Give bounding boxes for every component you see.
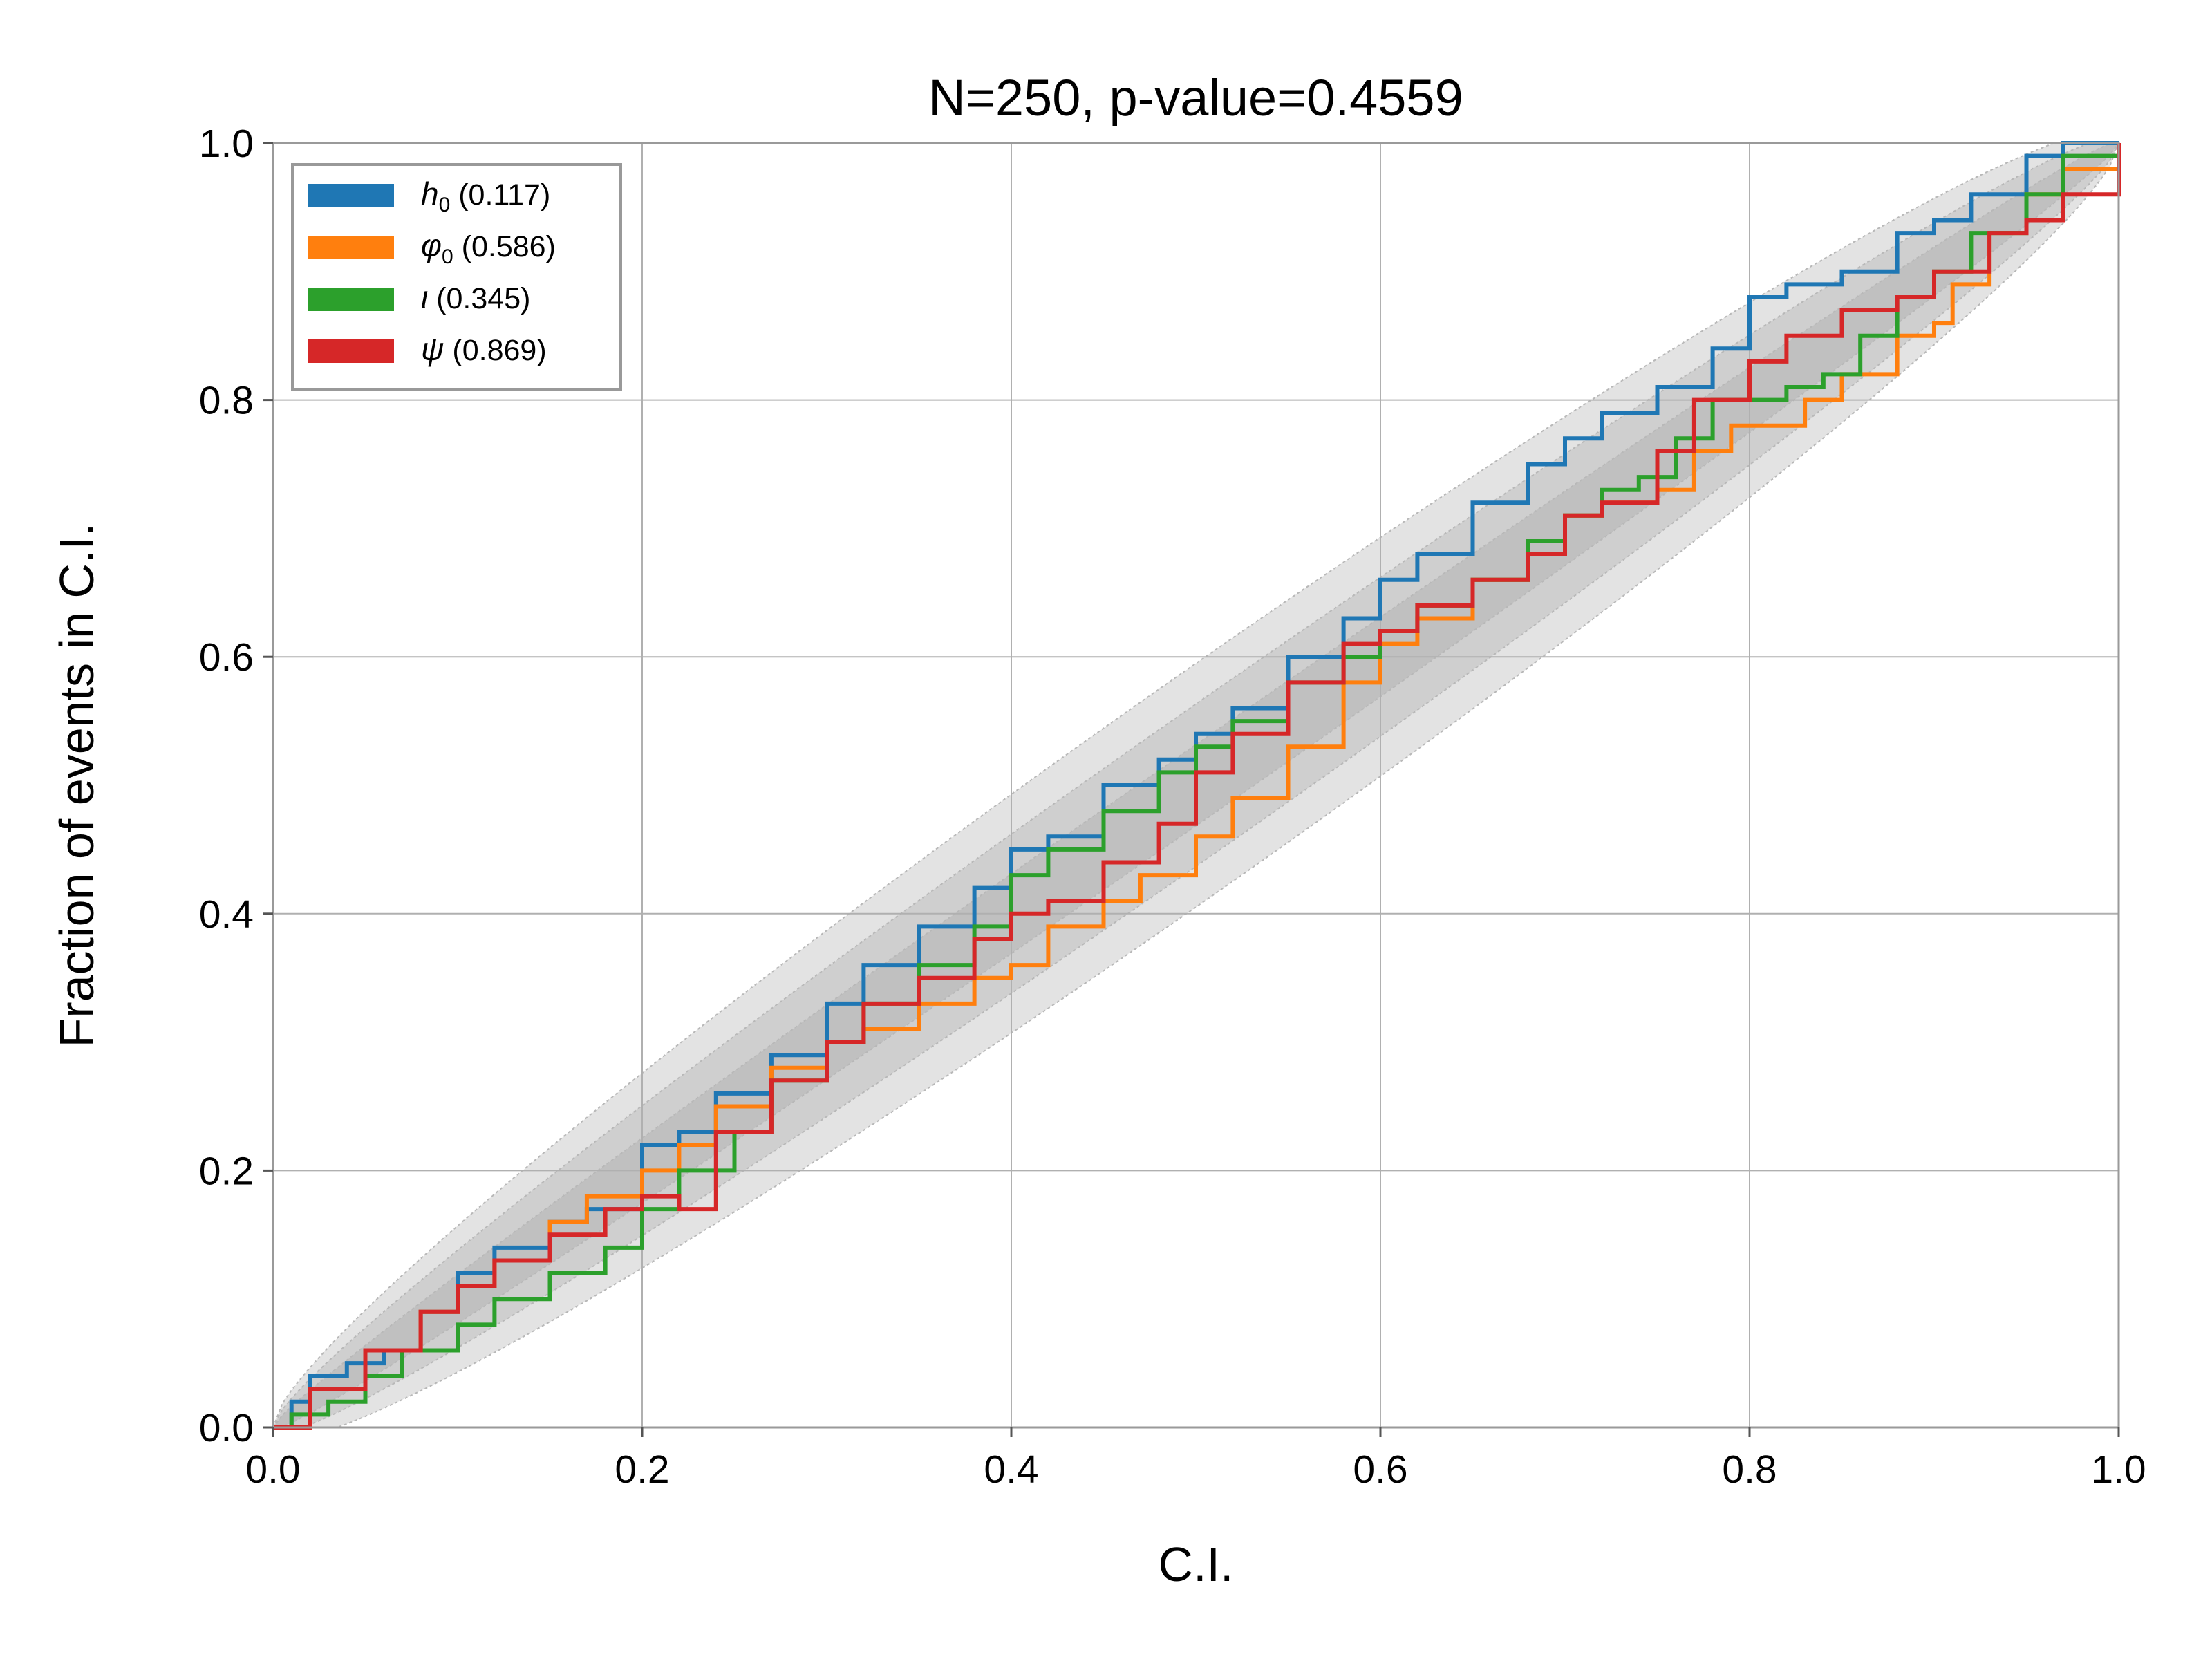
legend-symbol: ψ [421, 331, 444, 367]
legend-subscript: 0 [439, 194, 451, 216]
x-axis-label: C.I. [1159, 1537, 1234, 1591]
y-axis-label: Fraction of events in C.I. [50, 523, 104, 1048]
legend-symbol: h [421, 176, 439, 212]
series-lines [273, 141, 2121, 1430]
legend-entry-phi0: φ0 (0.586) [421, 227, 556, 268]
legend-entry-psi: ψ (0.869) [421, 331, 547, 367]
x-tick-label: 0.4 [984, 1447, 1038, 1492]
x-tick-label: 0.2 [615, 1447, 669, 1492]
legend-entry-iota: ι (0.345) [421, 279, 530, 315]
y-tick-label: 1.0 [199, 122, 254, 166]
legend-value: (0.345) [428, 282, 530, 315]
legend-subscript: 0 [442, 245, 453, 268]
x-tick-label: 0.8 [1722, 1447, 1777, 1492]
legend-value: (0.869) [444, 334, 546, 367]
series-line-psi [273, 143, 2121, 1430]
legend-value: (0.117) [450, 178, 550, 212]
y-tick-label: 0.8 [199, 379, 254, 423]
legend: h0 (0.117)φ0 (0.586)ι (0.345)ψ (0.869) [291, 163, 622, 391]
legend-swatch-iota [308, 288, 394, 311]
legend-entry-h0: h0 (0.117) [421, 176, 550, 216]
y-tick-label: 0.0 [199, 1406, 254, 1450]
chart-title: N=250, p-value=0.4559 [928, 69, 1463, 126]
axis-ticks: 0.0 0.2 0.4 0.6 0.8 1.0 0.0 0.2 0.4 0.6 0.8 1.0 [199, 122, 2146, 1492]
legend-swatch-psi [308, 339, 394, 363]
plot-frame [272, 142, 2120, 1429]
x-tick-label: 0.0 [245, 1447, 300, 1492]
series-line-iota [273, 143, 2121, 1430]
legend-symbol: ι [421, 279, 428, 315]
legend-symbol: φ [421, 227, 442, 263]
y-tick-label: 0.2 [199, 1149, 254, 1193]
y-tick-label: 0.6 [199, 635, 254, 679]
legend-swatch-phi0 [308, 236, 394, 259]
legend-swatch-h0 [308, 184, 394, 207]
x-tick-label: 0.6 [1353, 1447, 1407, 1492]
legend-value: (0.586) [453, 230, 556, 263]
y-tick-label: 0.4 [199, 892, 254, 937]
x-tick-label: 1.0 [2091, 1447, 2146, 1492]
